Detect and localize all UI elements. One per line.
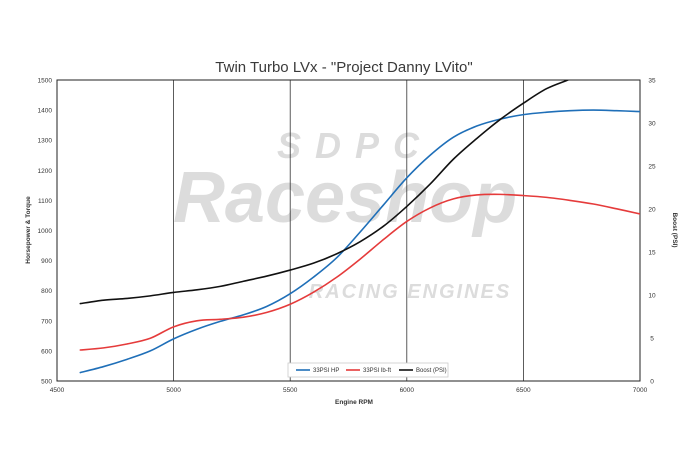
legend-box (287, 362, 449, 378)
x-tick-label: 6000 (400, 387, 415, 394)
y2-tick-label: 30 (648, 121, 656, 128)
y2-tick-label: 20 (648, 207, 656, 214)
y-tick-label: 1400 (38, 108, 53, 115)
x-tick-label: 5000 (166, 387, 181, 394)
legend-item-33psi-lbft-label: 33PSI lb-ft (363, 368, 391, 374)
y-tick-label: 700 (41, 318, 52, 325)
legend-item-boost-label: Boost (PSI) (416, 368, 447, 374)
y-tick-label: 1500 (38, 78, 53, 85)
x-tick-label: 7000 (633, 387, 648, 394)
y-tick-label: 500 (41, 379, 52, 386)
watermark-text-2: Raceshop (173, 158, 517, 238)
tick-labels: 4500 5000 5500 6000 6500 7000 500 600 700 800 900 1… (38, 78, 656, 395)
x-tick-label: 6500 (516, 387, 531, 394)
y2-tick-label: 25 (648, 164, 656, 171)
series-layer (79, 80, 640, 374)
y2-axis-title: Boost (PSI) (671, 212, 678, 247)
y-axis-title: Horsepower & Torque (25, 196, 32, 264)
y-tick-label: 1000 (38, 228, 53, 235)
series-line-33psi-hp (79, 109, 640, 374)
y2-tick-label: 35 (648, 78, 656, 85)
x-tick-label: 5500 (283, 387, 298, 394)
y-tick-label: 900 (41, 258, 52, 265)
x-tick-label: 4500 (50, 387, 65, 394)
y2-tick-label: 0 (650, 379, 654, 386)
y-tick-label: 600 (41, 348, 52, 355)
series-line-33psi-lbft (79, 193, 640, 351)
watermark-text-1: SDPC (277, 125, 433, 166)
y-tick-label: 1200 (38, 168, 53, 175)
chart-title: Twin Turbo LVx - "Project Danny LVito" (215, 59, 472, 76)
y2-tick-label: 5 (650, 336, 654, 343)
y2-tick-label: 10 (648, 293, 656, 300)
watermark-text-3: RACING ENGINES (309, 281, 511, 303)
plot-frame (56, 79, 641, 382)
legend: 33PSI HP 33PSI lb-ft Boost (PSI) (287, 362, 449, 378)
series-line-boost (79, 80, 571, 305)
y-tick-label: 1300 (38, 138, 53, 145)
y-tick-label: 1100 (38, 198, 52, 205)
y-tick-label: 800 (41, 288, 52, 295)
y2-tick-label: 15 (648, 250, 656, 257)
x-axis-title: Engine RPM (335, 399, 373, 406)
legend-item-33psi-hp-label: 33PSI HP (313, 368, 339, 374)
